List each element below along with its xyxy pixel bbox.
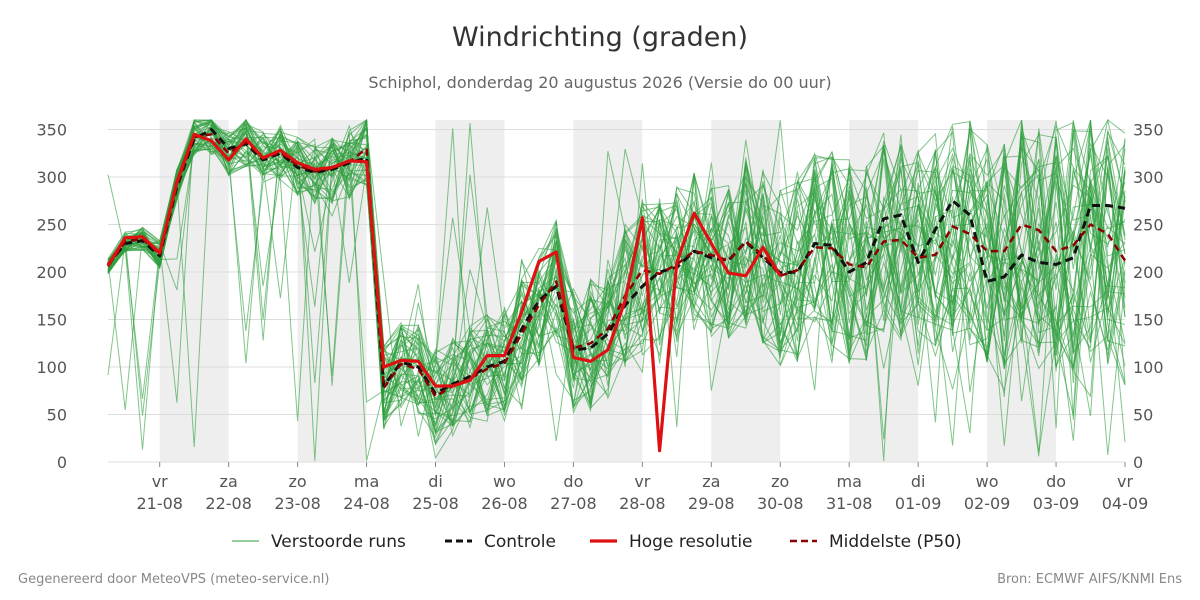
ensemble-member-line	[107, 129, 1126, 441]
y-tick-label-left: 0	[57, 453, 67, 472]
x-tick-date: 23-08	[274, 494, 321, 513]
ensemble-member-line	[107, 119, 1126, 430]
x-tick-day: wo	[976, 472, 999, 491]
y-tick-label-left: 250	[36, 216, 67, 235]
footer-generator: Gegenereerd door MeteoVPS (meteo-service…	[18, 572, 330, 587]
x-tick-day: ma	[354, 472, 379, 491]
x-tick-day: zo	[289, 472, 307, 491]
x-tick-day: zo	[771, 472, 789, 491]
ensemble-member-line	[107, 119, 1126, 423]
y-tick-label-right: 300	[1133, 168, 1164, 187]
x-tick-date: 03-09	[1033, 494, 1080, 513]
x-tick-date: 29-08	[688, 494, 735, 513]
x-tick-day: vr	[1117, 472, 1133, 491]
ensemble-member-line	[107, 126, 1126, 418]
ensemble-member-line	[107, 124, 1126, 417]
x-tick-date: 04-09	[1102, 494, 1149, 513]
y-tick-label-left: 200	[36, 263, 67, 282]
ensemble-member-line	[107, 128, 1126, 430]
x-tick-day: vr	[152, 472, 168, 491]
x-tick-date: 02-09	[964, 494, 1011, 513]
legend-label-control: Controle	[484, 532, 556, 552]
x-tick-date: 21-08	[136, 494, 183, 513]
series-line-highres	[106, 132, 782, 453]
x-tick-day: do	[1046, 472, 1066, 491]
y-tick-label-right: 250	[1133, 216, 1164, 235]
x-tick-date: 30-08	[757, 494, 804, 513]
y-tick-label-right: 200	[1133, 263, 1164, 282]
legend-label-ensemble: Verstoorde runs	[271, 532, 406, 552]
ensemble-member-line	[107, 119, 1126, 420]
x-tick-date: 27-08	[550, 494, 597, 513]
x-tick-date: 01-09	[895, 494, 942, 513]
x-tick-date: 26-08	[481, 494, 528, 513]
x-tick-day: vr	[634, 472, 650, 491]
y-tick-label-left: 50	[47, 406, 67, 425]
x-tick-day: za	[220, 472, 238, 491]
y-tick-label-right: 100	[1133, 358, 1164, 377]
x-tick-day: di	[428, 472, 443, 491]
y-tick-label-right: 50	[1133, 406, 1153, 425]
x-tick-day: wo	[493, 472, 516, 491]
chart-subtitle: Schiphol, donderdag 20 augustus 2026 (Ve…	[368, 73, 832, 92]
x-tick-date: 24-08	[343, 494, 390, 513]
x-tick-day: ma	[837, 472, 862, 491]
y-tick-label-left: 350	[36, 121, 67, 140]
y-tick-label-right: 350	[1133, 121, 1164, 140]
chart-title: Windrichting (graden)	[451, 22, 749, 53]
x-tick-day: do	[563, 472, 583, 491]
x-tick-date: 25-08	[412, 494, 459, 513]
night-band	[159, 120, 229, 462]
y-tick-label-left: 150	[36, 311, 67, 330]
series-line-median	[106, 133, 1127, 398]
x-tick-day: za	[702, 472, 720, 491]
x-tick-date: 22-08	[205, 494, 252, 513]
y-tick-label-left: 300	[36, 168, 67, 187]
y-tick-label-right: 150	[1133, 311, 1164, 330]
legend-label-median: Middelste (P50)	[829, 532, 962, 552]
ensemble-member-line	[107, 119, 1126, 434]
footer-source: Bron: ECMWF AIFS/KNMI Ens	[997, 572, 1182, 587]
y-tick-label-left: 100	[36, 358, 67, 377]
x-tick-day: di	[911, 472, 926, 491]
y-tick-label-right: 0	[1133, 453, 1143, 472]
legend-label-highres: Hoge resolutie	[629, 532, 753, 552]
x-tick-date: 28-08	[619, 494, 666, 513]
x-tick-date: 31-08	[826, 494, 873, 513]
